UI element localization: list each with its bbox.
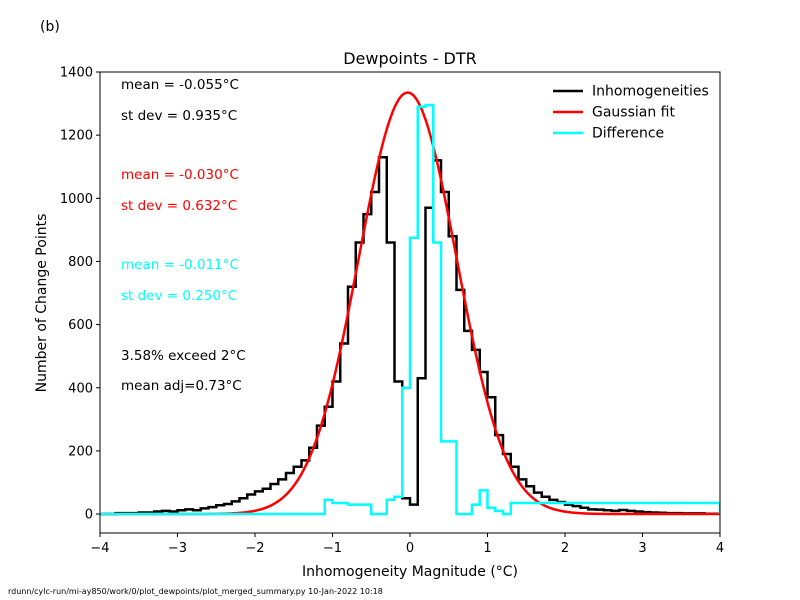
x-axis-label: Inhomogeneity Magnitude (°C): [302, 564, 518, 580]
x-tick-label: −3: [168, 541, 187, 556]
stat-annotation: st dev = 0.632°C: [121, 198, 237, 214]
y-tick-label: 1000: [60, 192, 93, 207]
y-tick-label: 200: [68, 444, 93, 459]
panel-label: (b): [40, 19, 60, 35]
x-tick-label: −1: [323, 541, 342, 556]
y-tick-label: 600: [68, 318, 93, 333]
stat-annotation: mean adj=0.73°C: [121, 378, 242, 394]
x-tick-label: 3: [638, 541, 646, 556]
x-tick-label: 0: [406, 541, 414, 556]
stats-annotations: mean = -0.055°C st dev = 0.935°C mean = -0…: [121, 77, 246, 394]
chart-title: Dewpoints - DTR: [343, 49, 477, 68]
x-axis-ticks: −4 −3 −2 −1 0 1 2 3 4: [90, 533, 724, 556]
y-tick-label: 800: [68, 255, 93, 270]
legend: Inhomogeneities Gaussian fit Difference: [553, 84, 709, 142]
stat-annotation: mean = -0.030°C: [121, 167, 239, 183]
x-tick-label: 4: [716, 541, 724, 556]
stat-annotation: st dev = 0.250°C: [121, 288, 237, 304]
y-tick-label: 1400: [60, 66, 93, 81]
x-tick-label: 1: [483, 541, 491, 556]
y-axis-label: Number of Change Points: [34, 214, 50, 393]
series-inhomogeneities: [100, 156, 720, 516]
x-tick-label: −2: [245, 541, 264, 556]
y-tick-label: 0: [85, 508, 93, 523]
y-axis-ticks: 0 200 400 600 800 1000 1200 1400: [60, 66, 100, 523]
series-layer: [100, 91, 720, 516]
series-difference: [100, 103, 720, 516]
stat-annotation: 3.58% exceed 2°C: [121, 348, 246, 364]
footer-caption: rdunn/cylc-run/mi-ay850/work/0/plot_dewp…: [8, 587, 383, 596]
x-tick-label: −4: [90, 541, 109, 556]
legend-label-difference: Difference: [592, 126, 664, 142]
stat-annotation: mean = -0.011°C: [121, 257, 239, 273]
stat-annotation: mean = -0.055°C: [121, 77, 239, 93]
y-tick-label: 1200: [60, 129, 93, 144]
legend-label-inhomogeneities: Inhomogeneities: [592, 84, 709, 100]
y-tick-label: 400: [68, 381, 93, 396]
legend-label-gaussian-fit: Gaussian fit: [592, 105, 675, 121]
stat-annotation: st dev = 0.935°C: [121, 108, 237, 124]
x-tick-label: 2: [561, 541, 569, 556]
